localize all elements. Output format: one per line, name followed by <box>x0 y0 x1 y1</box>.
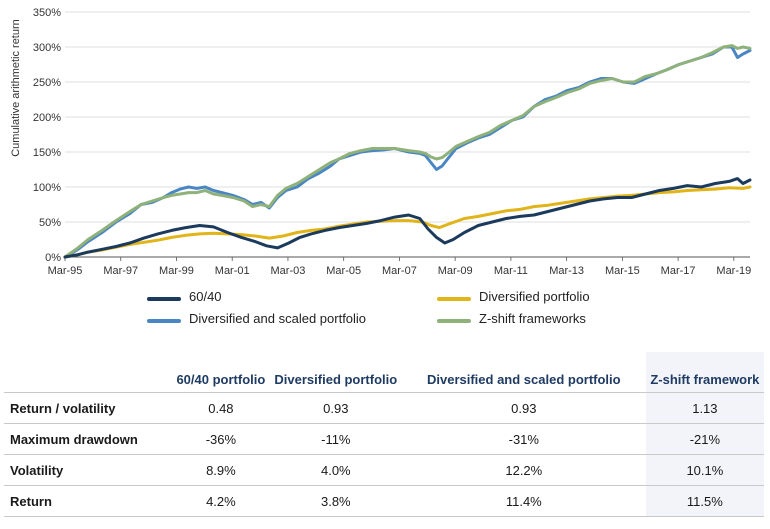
x-tick-label: Mar-15 <box>605 265 640 277</box>
y-tick-label: 100% <box>33 182 61 194</box>
table-row: Maximum drawdown -36% -11% -31% -21% <box>4 423 764 455</box>
table-cell: 11.4% <box>401 485 646 517</box>
table-cell: -21% <box>645 423 764 455</box>
cumulative-return-chart: 0%50%100%150%200%250%300%350% Mar-95 Mar-… <box>10 7 752 277</box>
table-header-z-shift: Z-shift framework <box>645 352 764 393</box>
table-cell: -36% <box>172 423 270 455</box>
x-tick-label: Mar-09 <box>438 265 473 277</box>
table-cell: 0.93 <box>401 392 646 424</box>
row-label: Maximum drawdown <box>4 423 172 455</box>
x-tick-label: Mar-03 <box>271 265 306 277</box>
table-cell: -11% <box>269 423 402 455</box>
y-tick-label: 150% <box>33 147 61 159</box>
x-tick-label: Mar-99 <box>159 265 194 277</box>
table-cell: 12.2% <box>401 454 646 486</box>
table-header-empty <box>4 352 172 393</box>
table-cell: 0.93 <box>269 392 402 424</box>
legend-swatch <box>147 297 181 301</box>
y-tick-label: 200% <box>33 112 61 124</box>
y-tick-label: 350% <box>33 7 61 19</box>
x-tick-labels: Mar-95 Mar-97 Mar-99 Mar-01 Mar-03 Mar-05 Mar-… <box>48 257 751 277</box>
row-label: Volatility <box>4 454 172 486</box>
table-header-diversified: Diversified portfolio <box>274 372 398 387</box>
series-line-60-40 <box>63 177 752 259</box>
table-header-60-40: 60/40 portfolio <box>176 372 266 387</box>
x-tick-label: Mar-11 <box>494 265 528 277</box>
table-cell: 11.5% <box>645 485 764 517</box>
table-cell: 1.13 <box>645 392 764 424</box>
table-row: Return / volatility 0.48 0.93 0.93 1.13 <box>4 392 764 424</box>
series-lines <box>63 44 752 259</box>
table-cell: 4.2% <box>172 485 270 517</box>
table-cell: -31% <box>401 423 646 455</box>
legend-label: Z-shift frameworks <box>479 311 586 326</box>
table-cell: 3.8% <box>269 485 402 517</box>
x-tick-label: Mar-17 <box>661 265 696 277</box>
y-tick-label: 0% <box>45 252 61 264</box>
legend-swatch <box>147 319 181 323</box>
table-cell: 4.0% <box>269 454 402 486</box>
y-tick-label: 50% <box>39 217 61 229</box>
table-header-row: 60/40 portfolio Diversified portfolio Di… <box>4 352 764 393</box>
legend-swatch <box>437 319 471 323</box>
y-tick-label: 250% <box>33 77 61 89</box>
table-row: Return 4.2% 3.8% 11.4% 11.5% <box>4 485 764 517</box>
y-tick-label: 300% <box>33 42 61 54</box>
x-tick-label: Mar-05 <box>326 265 361 277</box>
legend-label: Diversified portfolio <box>479 289 590 304</box>
y-tick-labels: 0% 50% 100% 150% 200% 250% 300% 350% <box>33 7 61 264</box>
row-label: Return <box>4 485 172 517</box>
legend-swatch <box>437 297 471 301</box>
x-tick-label: Mar-13 <box>549 265 584 277</box>
series-line-z-shift-frameworks <box>63 44 752 259</box>
table-header-diversified-scaled: Diversified and scaled portfolio <box>426 372 621 387</box>
x-tick-label: Mar-19 <box>716 265 751 277</box>
table-cell: 10.1% <box>645 454 764 486</box>
x-tick-label: Mar-07 <box>382 265 417 277</box>
y-axis-label: Cumulative arithmetic return <box>10 19 22 157</box>
table-row: Volatility 8.9% 4.0% 12.2% 10.1% <box>4 454 764 486</box>
statistics-table: 60/40 portfolio Diversified portfolio Di… <box>4 352 764 517</box>
x-tick-label: Mar-97 <box>103 265 138 277</box>
gridlines <box>65 11 750 258</box>
row-label: Return / volatility <box>4 392 172 424</box>
legend-label: Diversified and scaled portfolio <box>189 311 367 326</box>
table-cell: 0.48 <box>172 392 270 424</box>
x-tick-label: Mar-01 <box>215 265 250 277</box>
x-tick-label: Mar-95 <box>48 265 83 277</box>
table-cell: 8.9% <box>172 454 270 486</box>
legend-label: 60/40 <box>189 289 222 304</box>
